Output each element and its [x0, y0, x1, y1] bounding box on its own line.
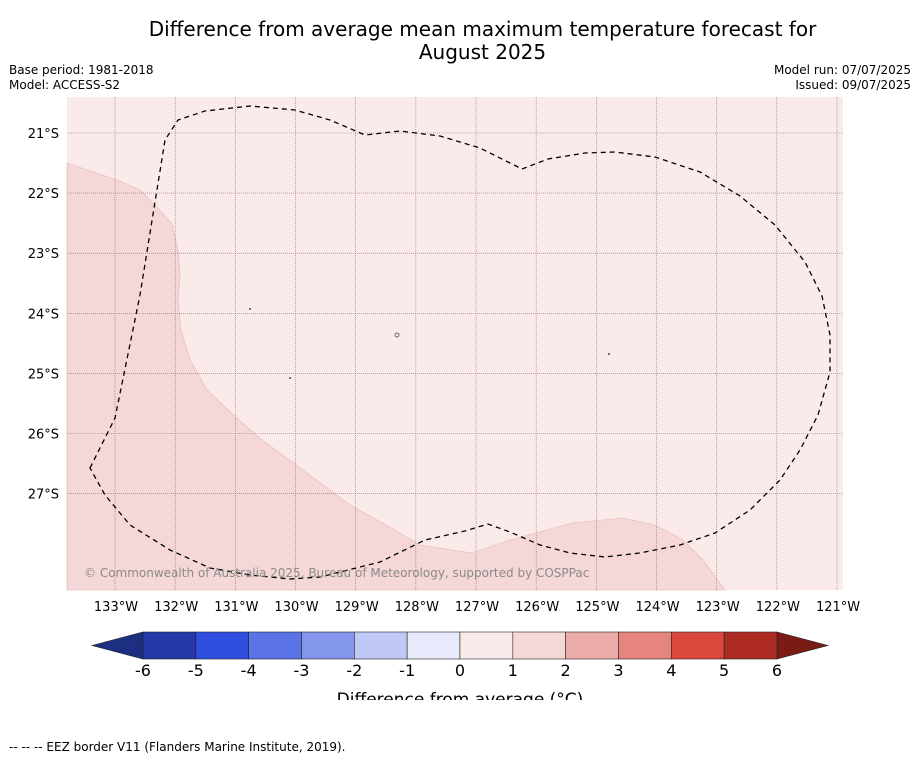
- map-title: Difference from average mean maximum tem…: [0, 18, 919, 64]
- longitude-label: 125°W: [575, 600, 619, 615]
- colorbar-tick-label: 5: [719, 661, 729, 680]
- colorbar-segment: [618, 631, 672, 660]
- colorbar-segment: [248, 631, 302, 660]
- longitude-label: 124°W: [635, 600, 679, 615]
- colorbar: [90, 631, 830, 660]
- island-marker: [608, 353, 610, 355]
- meta-left: Base period: 1981-2018 Model: ACCESS-S2: [9, 63, 154, 93]
- latitude-label: 27°S: [28, 488, 59, 503]
- latitude-labels: 21°S 22°S 23°S 24°S 25°S 26°S 27°S: [28, 127, 59, 503]
- title-line-1: Difference from average mean maximum tem…: [148, 17, 817, 41]
- longitude-label: 126°W: [515, 600, 559, 615]
- colorbar-segment: [512, 631, 566, 660]
- latitude-label: 25°S: [28, 367, 59, 382]
- colorbar-tick-label: 0: [455, 661, 465, 680]
- colorbar-tick-label: 4: [666, 661, 676, 680]
- latitude-label: 26°S: [28, 428, 59, 443]
- longitude-label: 129°W: [335, 600, 379, 615]
- colorbar-tick-label: 6: [772, 661, 782, 680]
- title-line-2: August 2025: [418, 40, 547, 64]
- colorbar-high-extend: [776, 631, 830, 660]
- island-marker: [289, 377, 291, 379]
- island-marker: [394, 332, 400, 338]
- longitude-label: 128°W: [395, 600, 439, 615]
- map-figure: © Commonwealth of Australia 2025, Bureau…: [28, 97, 860, 700]
- model-name: Model: ACCESS-S2: [9, 78, 121, 92]
- eez-legend-note: -- -- -- EEZ border V11 (Flanders Marine…: [9, 740, 346, 754]
- colorbar-segment: [301, 631, 355, 660]
- colorbar-segment: [195, 631, 249, 660]
- colorbar-segment: [459, 631, 514, 660]
- colorbar-segment: [670, 631, 725, 660]
- colorbar-segment: [354, 631, 408, 660]
- latitude-label: 23°S: [28, 247, 59, 262]
- copyright-text: © Commonwealth of Australia 2025, Bureau…: [84, 566, 589, 580]
- model-run: Model run: 07/07/2025: [773, 63, 911, 77]
- colorbar-tick-label: 1: [508, 661, 518, 680]
- colorbar-tick-labels: -6 -5 -4 -3 -2 -1 0 1 2 3 4 5 6: [135, 661, 782, 680]
- issued-date: Issued: 09/07/2025: [795, 78, 911, 92]
- meta-right: Model run: 07/07/2025 Issued: 09/07/2025: [774, 63, 911, 93]
- longitude-label: 133°W: [94, 600, 138, 615]
- colorbar-tick-label: -1: [399, 661, 415, 680]
- longitude-labels: 133°W 132°W 131°W 130°W 129°W 128°W 127°W 126°W…: [94, 600, 860, 615]
- graticule: [67, 97, 843, 590]
- colorbar-segment: [565, 631, 619, 660]
- longitude-label: 130°W: [274, 600, 318, 615]
- island-marker: [249, 308, 251, 310]
- eez-border: [89, 105, 831, 580]
- longitude-label: 131°W: [214, 600, 258, 615]
- longitude-label: 122°W: [756, 600, 800, 615]
- colorbar-tick-label: -4: [241, 661, 257, 680]
- colorbar-tick-label: -6: [135, 661, 151, 680]
- colorbar-tick-label: 3: [613, 661, 623, 680]
- colorbar-tick-label: -2: [346, 661, 362, 680]
- colorbar-segment: [406, 631, 461, 660]
- colorbar-segment: [723, 631, 778, 660]
- colorbar-tick-label: 2: [561, 661, 571, 680]
- base-period: Base period: 1981-2018: [9, 63, 154, 77]
- longitude-label: 121°W: [816, 600, 860, 615]
- longitude-label: 127°W: [455, 600, 499, 615]
- colorbar-tick-label: -3: [294, 661, 310, 680]
- latitude-label: 22°S: [28, 187, 59, 202]
- longitude-label: 123°W: [696, 600, 740, 615]
- longitude-label: 132°W: [154, 600, 198, 615]
- colorbar-segment: [142, 631, 197, 660]
- colorbar-tick-label: -5: [188, 661, 204, 680]
- latitude-label: 21°S: [28, 127, 59, 142]
- latitude-label: 24°S: [28, 307, 59, 322]
- colorbar-label: Difference from average (°C): [337, 690, 584, 700]
- colorbar-low-extend: [90, 631, 144, 660]
